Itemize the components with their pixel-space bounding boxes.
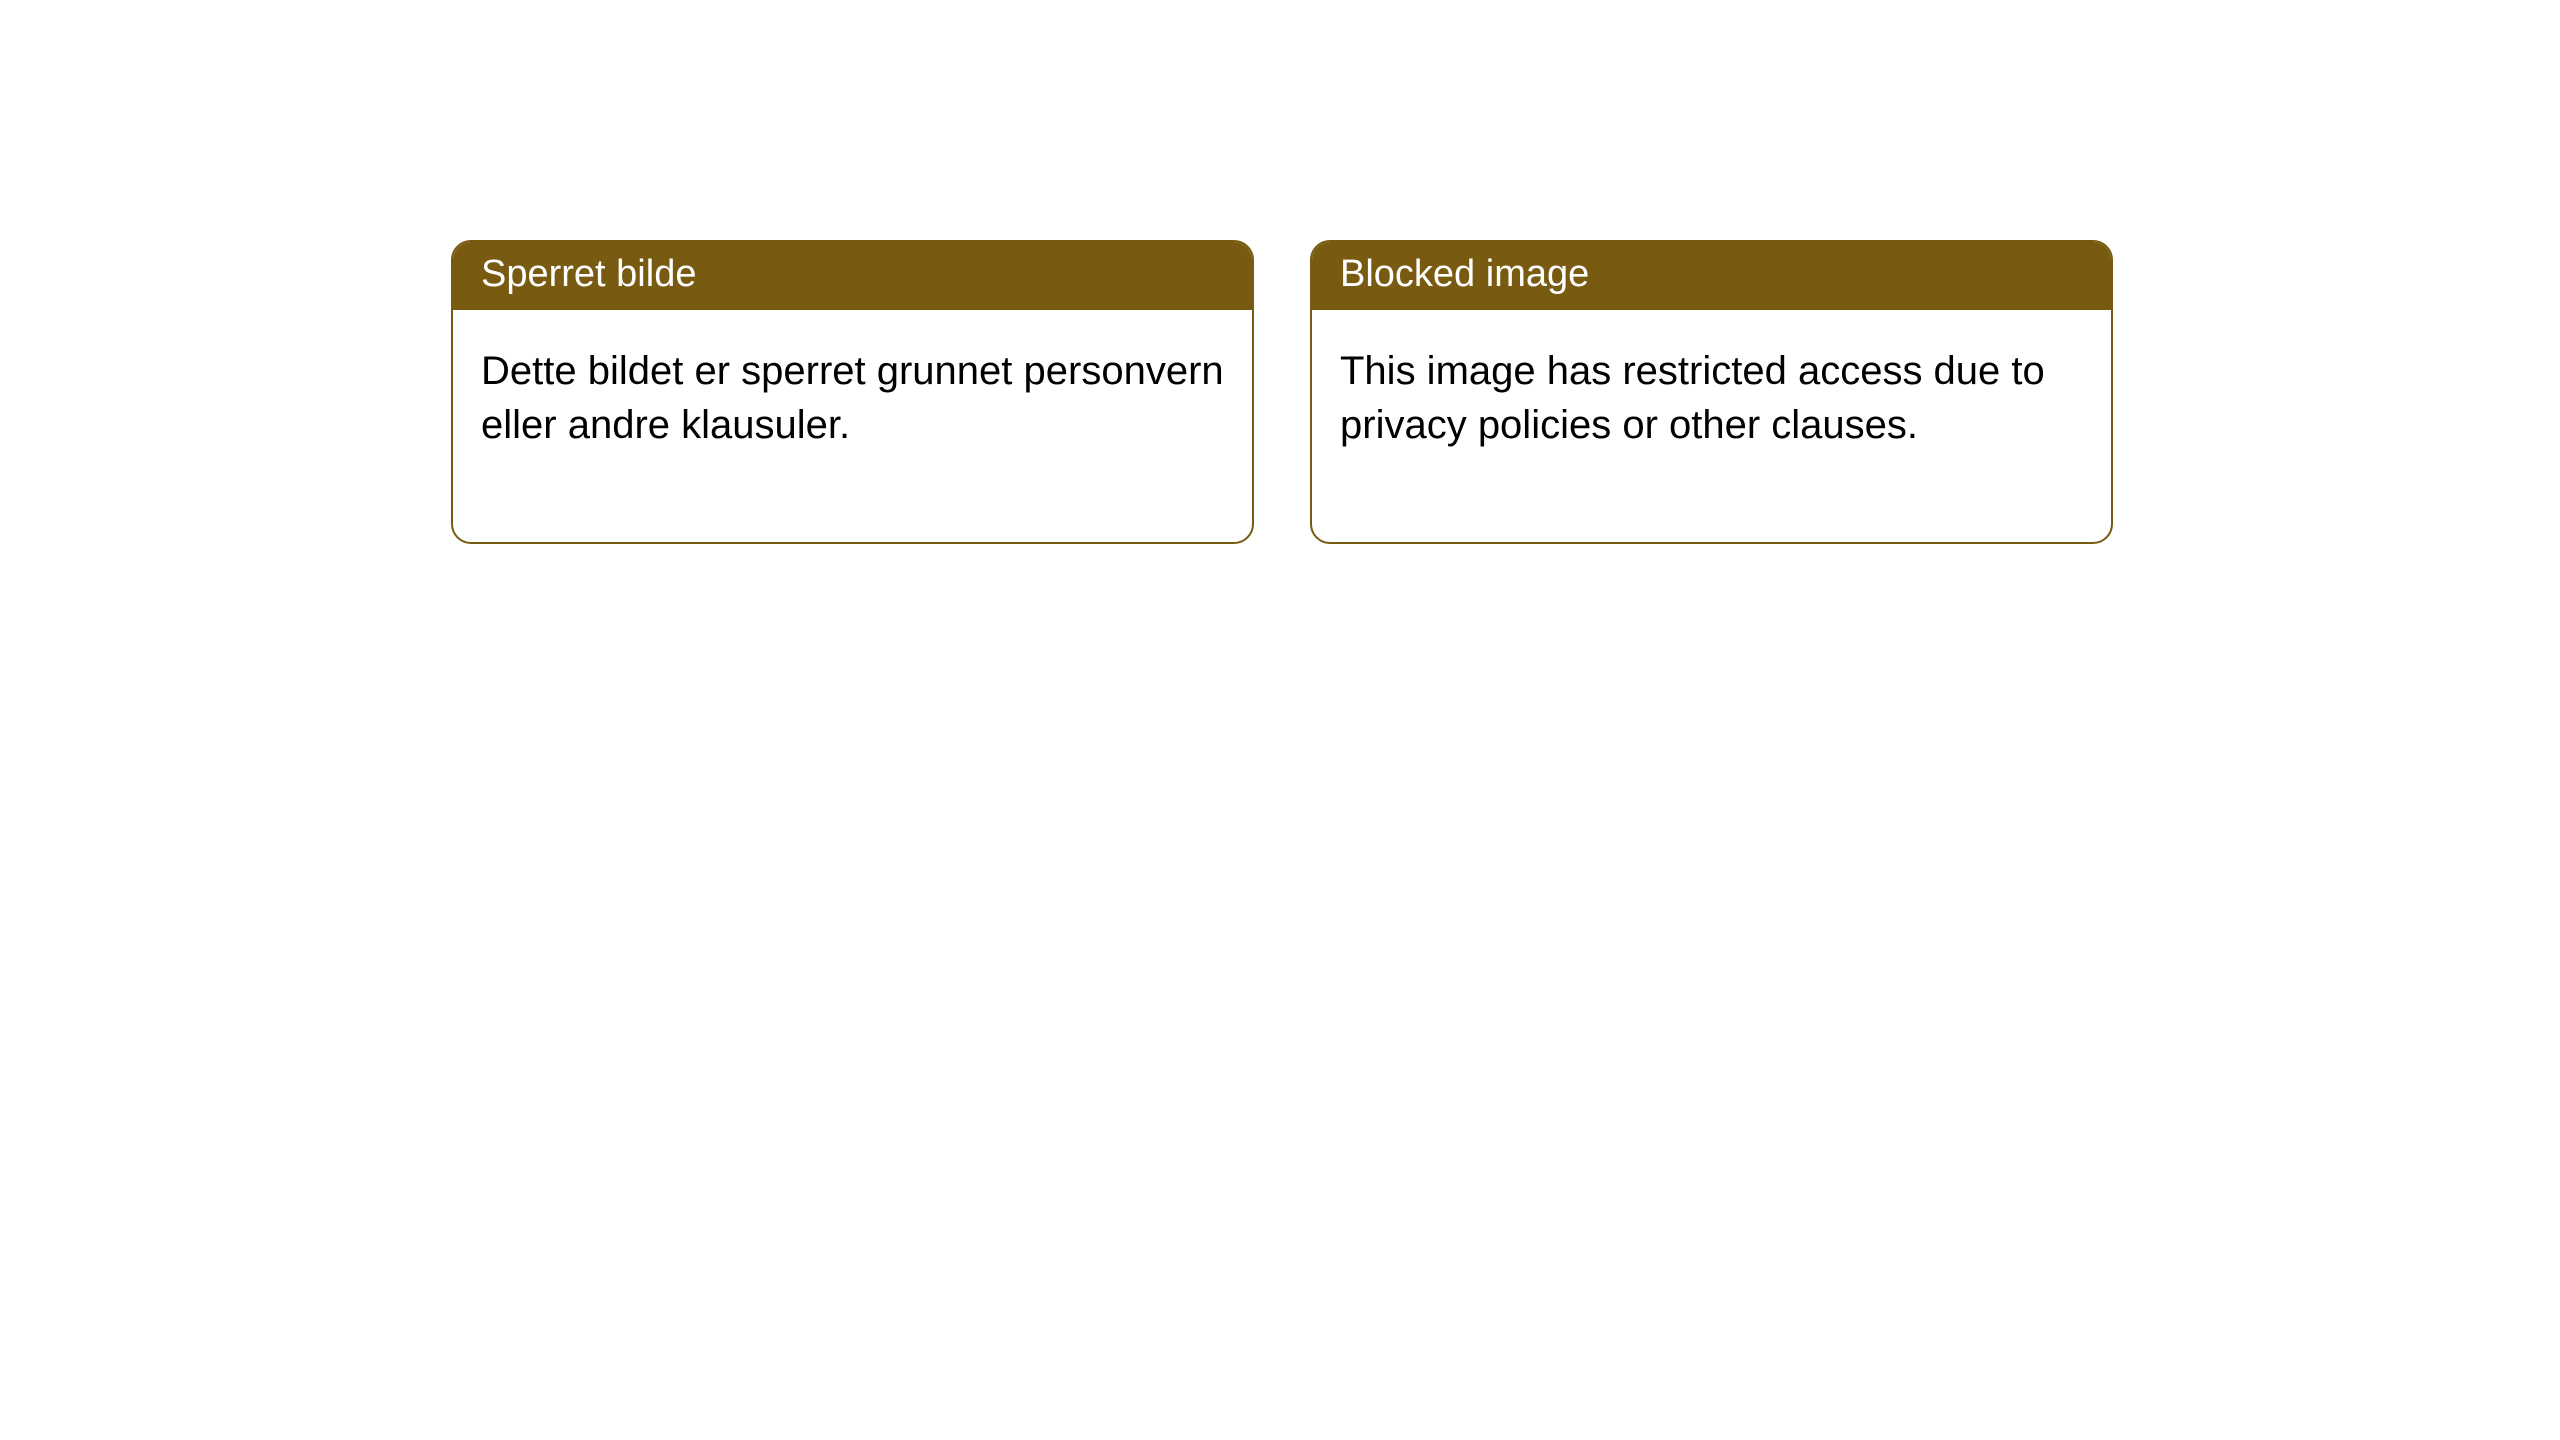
notice-card-body: Dette bildet er sperret grunnet personve… [453,310,1252,543]
notice-card-english: Blocked image This image has restricted … [1310,240,2113,544]
notice-card-title: Blocked image [1312,242,2111,310]
notice-card-body: This image has restricted access due to … [1312,310,2111,543]
notice-card-title: Sperret bilde [453,242,1252,310]
notice-card-norwegian: Sperret bilde Dette bildet er sperret gr… [451,240,1254,544]
notice-cards-container: Sperret bilde Dette bildet er sperret gr… [0,0,2560,544]
